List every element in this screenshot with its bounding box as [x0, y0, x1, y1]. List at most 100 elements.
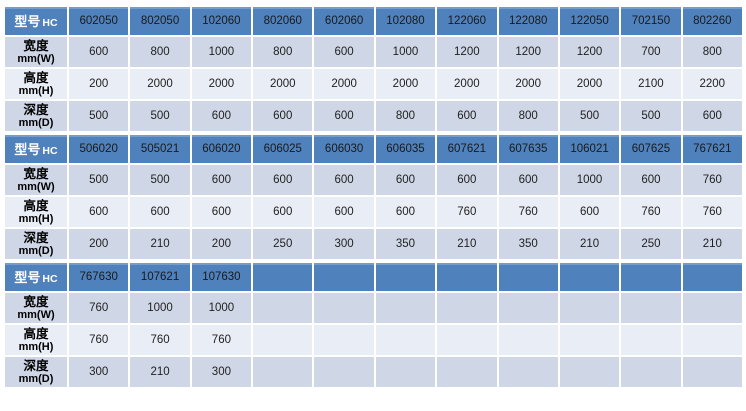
- spec-value-cell: 500: [66, 163, 131, 197]
- table-row: 深度 mm(D) 200 210 200 250 300 350 210 350 210 250 210: [3, 227, 745, 261]
- spec-value-cell: [557, 323, 622, 357]
- row-label-zh: 宽度: [23, 38, 49, 53]
- spec-value-cell: 1000: [557, 163, 622, 197]
- spec-value-cell: 1200: [496, 35, 560, 69]
- spec-value-cell: 600: [435, 99, 499, 133]
- spec-value-cell: 600: [66, 195, 131, 229]
- model-number-cell: [557, 261, 622, 293]
- row-label-zh: 宽度: [23, 166, 49, 181]
- spec-value-cell: 500: [619, 99, 683, 133]
- model-number-cell: [373, 261, 438, 293]
- spec-value-cell: [680, 291, 745, 325]
- spec-value-cell: 2000: [128, 67, 192, 101]
- table-row: 宽度 mm(W) 760 1000 1000: [3, 291, 745, 325]
- spec-value-cell: 600: [128, 195, 192, 229]
- model-number-cell: [312, 261, 376, 293]
- table-row: 高度 mm(H) 760 760 760: [3, 323, 745, 357]
- row-label-zh: 高度: [23, 198, 49, 213]
- model-number-cell: 606030: [312, 133, 376, 165]
- spec-value-cell: 200: [66, 227, 131, 261]
- model-header-cell: 型号 HC: [3, 261, 69, 293]
- spec-value-cell: 760: [66, 323, 131, 357]
- spec-value-cell: 1000: [373, 35, 438, 69]
- spec-value-cell: [619, 323, 683, 357]
- model-number-cell: 802050: [128, 5, 192, 37]
- spec-value-cell: [435, 355, 499, 389]
- spec-value-cell: 300: [66, 355, 131, 389]
- spec-value-cell: 1200: [435, 35, 499, 69]
- model-number-cell: 602060: [312, 5, 376, 37]
- spec-table: 型号 HC 506020 505021 606020 606025 606030 606035…: [3, 133, 745, 261]
- spec-value-cell: [251, 323, 315, 357]
- spec-tables-region: 型号 HC 602050 802050 102060 802060 602060 102080…: [3, 5, 745, 389]
- model-number-cell: 702150: [619, 5, 683, 37]
- spec-value-cell: 600: [251, 99, 315, 133]
- spec-table-container-3: 型号 HC 767630 107621 107630 宽度 mm(W) 760 1000 1000…: [3, 261, 745, 389]
- model-number-cell: 107621: [128, 261, 192, 293]
- row-label-zh: 宽度: [23, 294, 49, 309]
- spec-value-cell: 210: [680, 227, 745, 261]
- spec-value-cell: 760: [66, 291, 131, 325]
- spec-value-cell: 760: [128, 323, 192, 357]
- model-number-cell: 122080: [496, 5, 560, 37]
- spec-value-cell: 300: [312, 227, 376, 261]
- spec-value-cell: 500: [128, 99, 192, 133]
- row-label-zh: 高度: [23, 326, 49, 341]
- model-number-cell: 107630: [189, 261, 254, 293]
- row-label-cell: 高度 mm(H): [3, 195, 69, 229]
- row-label-unit: mm(D): [18, 116, 54, 129]
- spec-value-cell: [312, 323, 376, 357]
- spec-value-cell: 760: [435, 195, 499, 229]
- model-number-cell: 122050: [557, 5, 622, 37]
- row-label-unit: mm(H): [18, 340, 54, 353]
- model-number-cell: 767621: [680, 133, 745, 165]
- spec-value-cell: 500: [557, 99, 622, 133]
- model-label-zh: 型号: [14, 142, 41, 157]
- row-label-cell: 宽度 mm(W): [3, 291, 69, 325]
- model-number-cell: [619, 261, 683, 293]
- model-number-cell: 607625: [619, 133, 683, 165]
- row-label-unit: mm(W): [17, 308, 55, 321]
- spec-value-cell: 250: [619, 227, 683, 261]
- model-number-cell: [435, 261, 499, 293]
- table-row: 宽度 mm(W) 500 500 600 600 600 600 600 600 1000 600 76…: [3, 163, 745, 197]
- spec-value-cell: 800: [373, 99, 438, 133]
- model-number-cell: 606025: [251, 133, 315, 165]
- spec-value-cell: 210: [435, 227, 499, 261]
- table-row: 深度 mm(D) 300 210 300: [3, 355, 745, 389]
- spec-value-cell: [435, 291, 499, 325]
- spec-value-cell: 600: [66, 35, 131, 69]
- spec-value-cell: 2000: [251, 67, 315, 101]
- spec-value-cell: 2000: [312, 67, 376, 101]
- spec-value-cell: 600: [312, 163, 376, 197]
- model-label-zh: 型号: [14, 14, 41, 29]
- spec-value-cell: 1200: [557, 35, 622, 69]
- spec-value-cell: [435, 323, 499, 357]
- row-label-unit: mm(D): [18, 244, 54, 257]
- spec-value-cell: 210: [128, 355, 192, 389]
- row-label-zh: 深度: [23, 102, 49, 117]
- spec-value-cell: 2200: [680, 67, 745, 101]
- row-label-cell: 高度 mm(H): [3, 323, 69, 357]
- spec-value-cell: [496, 355, 560, 389]
- spec-value-cell: 2000: [557, 67, 622, 101]
- model-number-cell: [496, 261, 560, 293]
- spec-value-cell: [373, 323, 438, 357]
- spec-value-cell: 600: [189, 163, 254, 197]
- row-label-cell: 深度 mm(D): [3, 227, 69, 261]
- spec-value-cell: 1000: [189, 291, 254, 325]
- row-label-cell: 宽度 mm(W): [3, 163, 69, 197]
- spec-value-cell: 800: [496, 99, 560, 133]
- spec-value-cell: 500: [128, 163, 192, 197]
- spec-value-cell: 800: [680, 35, 745, 69]
- spec-value-cell: [557, 291, 622, 325]
- spec-value-cell: 600: [373, 163, 438, 197]
- spec-value-cell: [312, 291, 376, 325]
- spec-value-cell: [496, 323, 560, 357]
- spec-value-cell: [680, 323, 745, 357]
- model-number-cell: 767630: [66, 261, 131, 293]
- spec-value-cell: 600: [189, 195, 254, 229]
- spec-value-cell: 600: [312, 35, 376, 69]
- spec-value-cell: 2000: [189, 67, 254, 101]
- row-label-unit: mm(W): [17, 180, 55, 193]
